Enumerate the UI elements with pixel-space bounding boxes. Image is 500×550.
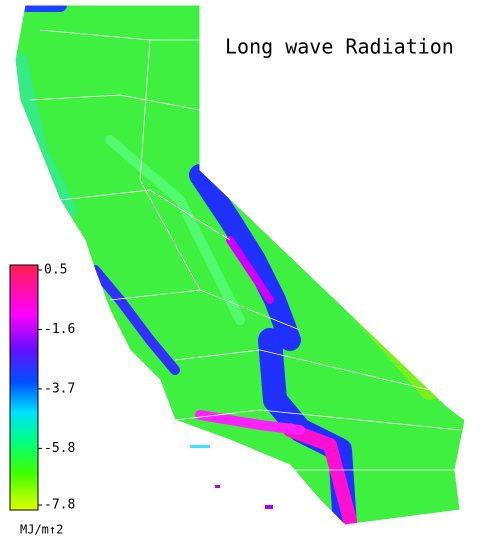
tick-label: -7.8 [44,498,75,513]
title: Long wave Radiation [225,35,454,59]
tick-label: -1.6 [44,322,75,337]
colorbar-ticks: 0.5 -1.6 -3.7 -5.8 -7.8 [38,263,75,513]
tick-label: 0.5 [44,263,67,278]
colorbar-unit: MJ/m↑2 [20,523,63,537]
california [14,4,466,526]
tick-label: -3.7 [44,381,75,396]
colorbar [9,264,39,511]
tick-label: -5.8 [44,441,75,456]
